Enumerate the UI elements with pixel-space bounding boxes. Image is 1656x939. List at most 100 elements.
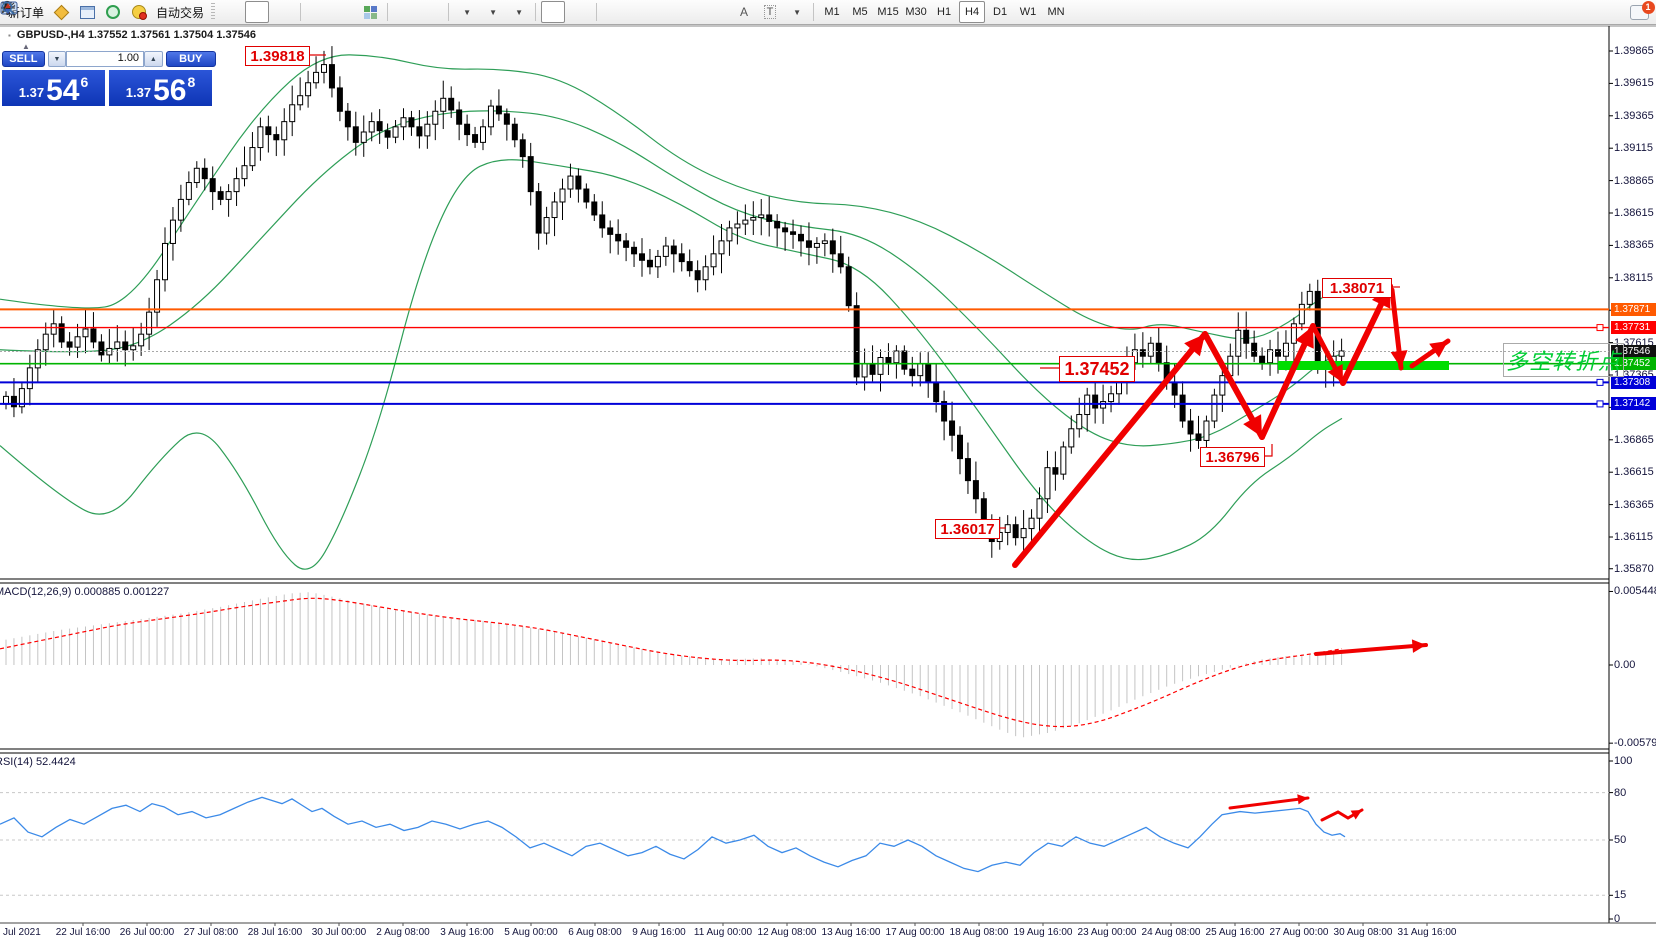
templates-button[interactable]: ▼ bbox=[0, 1, 530, 23]
zoom-in-button[interactable] bbox=[1, 0, 330, 23]
buy-price-small: 1.37 bbox=[125, 85, 152, 100]
data-window-icon bbox=[79, 5, 95, 19]
arrows-tool-button[interactable]: ▼ bbox=[5, 1, 808, 23]
volume-input[interactable]: 1.00 bbox=[66, 51, 145, 67]
trade-panel-collapse-arrow[interactable]: ▲ bbox=[22, 42, 30, 51]
tile-windows-button[interactable] bbox=[358, 1, 382, 23]
axis-price-flag: 1.37731 bbox=[1611, 321, 1656, 335]
line-chart-button[interactable] bbox=[1, 1, 295, 23]
price-flag[interactable]: 1.36796 bbox=[1200, 447, 1265, 467]
autotrade-label[interactable]: 自动交易 bbox=[156, 5, 205, 20]
search-button[interactable] bbox=[1, 1, 1625, 23]
time-axis-label: 23 Aug 00:00 bbox=[1077, 927, 1137, 938]
timeframe-m5[interactable]: M5 bbox=[852, 6, 868, 18]
time-axis-label: 2 Aug 08:00 bbox=[376, 927, 430, 938]
annotation-arrow bbox=[1228, 796, 1310, 810]
symbol-ohlc: 1.37552 1.37561 1.37504 1.37546 bbox=[87, 29, 257, 41]
bollinger-upper bbox=[0, 54, 1343, 340]
price-axis-tick: 1.39865 bbox=[1614, 45, 1654, 57]
volume-increase-button[interactable]: ▲ bbox=[144, 51, 163, 67]
timeframe-d1[interactable]: D1 bbox=[993, 6, 1008, 18]
toolbar-separator bbox=[448, 3, 450, 21]
buy-price-display[interactable]: 1.37 56 8 bbox=[109, 70, 212, 106]
time-axis-label: 12 Aug 08:00 bbox=[757, 927, 817, 938]
market-watch-icon bbox=[53, 4, 69, 20]
symbol-info-line: ▪ GBPUSD-,H4 1.37552 1.37561 1.37504 1.3… bbox=[8, 29, 256, 41]
timeframe-m30[interactable]: M30 bbox=[905, 6, 927, 18]
bollinger-middle bbox=[0, 110, 1343, 447]
navigator-button[interactable] bbox=[101, 1, 125, 23]
price-flag[interactable]: 1.36017 bbox=[935, 519, 1000, 539]
price-axis-tick: 1.38865 bbox=[1614, 174, 1654, 187]
data-window-button[interactable] bbox=[75, 1, 99, 23]
timeframe-h4[interactable]: H4 bbox=[959, 1, 986, 23]
chart-shift-button[interactable] bbox=[2, 1, 443, 23]
vline-tool-button[interactable] bbox=[6, 1, 626, 23]
text-tool-button[interactable]: A bbox=[732, 1, 756, 23]
search-icon bbox=[1, 1, 15, 15]
strategy-tester-button[interactable] bbox=[2, 1, 417, 23]
sell-price-display[interactable]: 1.37 54 6 bbox=[2, 70, 105, 106]
price-axis-tick: 1.36865 bbox=[1614, 433, 1654, 446]
time-axis-label: 28 Jul 16:00 bbox=[247, 927, 303, 938]
toolbar-separator bbox=[596, 3, 598, 21]
timeframe-mn[interactable]: MN bbox=[1047, 6, 1065, 18]
price-flag[interactable]: 1.38071 bbox=[1322, 278, 1392, 298]
one-click-trading-panel: SELL ▼ 1.00 ▲ BUY 1.37 54 6 1.37 56 8 bbox=[2, 51, 217, 106]
price-axis-tick: 1.39365 bbox=[1614, 109, 1654, 122]
macd-indicator-label: MACD(12,26,9) 0.000885 0.001227 bbox=[0, 586, 170, 598]
sell-price-sup: 6 bbox=[80, 74, 89, 90]
toolbar-separator bbox=[387, 3, 389, 21]
timeframe-m1[interactable]: M1 bbox=[824, 6, 840, 18]
cursor-tool-button[interactable] bbox=[3, 1, 566, 23]
price-axis-tick: 1.38115 bbox=[1614, 271, 1653, 284]
add-indicator-button[interactable]: ▼ bbox=[2, 1, 478, 23]
price-axis-tick: 1.38615 bbox=[1614, 207, 1654, 219]
chat-button[interactable]: 1 bbox=[1627, 0, 1655, 23]
chevron-down-icon: ▼ bbox=[515, 7, 523, 17]
candlestick-chart-button[interactable] bbox=[1, 1, 270, 23]
volume-decrease-button[interactable]: ▼ bbox=[47, 51, 67, 67]
sell-button[interactable]: SELL bbox=[2, 51, 45, 67]
time-axis-label: 18 Aug 08:00 bbox=[949, 927, 1009, 938]
window-marker-icon: ▪ bbox=[8, 31, 11, 40]
timeframe-w1[interactable]: W1 bbox=[1019, 6, 1037, 18]
bar-chart-button[interactable] bbox=[2, 1, 243, 23]
timeframe-h1[interactable]: H1 bbox=[937, 6, 952, 18]
zoom-out-button[interactable] bbox=[1, 0, 356, 23]
chevron-down-icon: ▼ bbox=[489, 7, 497, 17]
symbol-name: GBPUSD-,H4 bbox=[16, 29, 85, 41]
time-axis-label: 30 Aug 08:00 bbox=[1333, 927, 1393, 938]
time-axis-label: 11 Aug 00:00 bbox=[693, 927, 753, 938]
label-tool-button[interactable]: T bbox=[758, 1, 782, 23]
turning-point-annotation[interactable]: 多空转折点 bbox=[1503, 343, 1625, 377]
timeframe-m15[interactable]: M15 bbox=[877, 6, 899, 18]
buy-button[interactable]: BUY bbox=[165, 51, 217, 67]
price-axis-tick: 1.39115 bbox=[1614, 142, 1653, 155]
buy-price-big: 56 bbox=[153, 74, 187, 107]
price-axis-tick: 1.36365 bbox=[1614, 498, 1654, 511]
crosshair-tool-button[interactable] bbox=[1, 1, 591, 23]
toolbar-separator bbox=[813, 3, 815, 21]
time-axis-label: 31 Aug 16:00 bbox=[1397, 927, 1457, 938]
time-axis-label: 17 Aug 00:00 bbox=[885, 927, 945, 938]
price-flag[interactable]: 1.39818 bbox=[245, 46, 310, 66]
trendline-tool-button[interactable] bbox=[1, 1, 678, 23]
svg-text:F: F bbox=[13, 11, 17, 16]
channel-tool-button[interactable]: E bbox=[1, 1, 704, 23]
fibonacci-tool-button[interactable]: F bbox=[2, 1, 730, 23]
toolbar-separator bbox=[300, 3, 302, 21]
autotrade-button[interactable] bbox=[127, 1, 151, 23]
macd-axis-tick: 0.005448 bbox=[1614, 585, 1656, 598]
market-watch-button[interactable] bbox=[49, 1, 73, 23]
time-axis-label: 13 Aug 16:00 bbox=[821, 927, 881, 938]
price-flag[interactable]: 1.37452 bbox=[1059, 356, 1135, 382]
macd-signal-line bbox=[0, 597, 1343, 728]
hline-tool-button[interactable] bbox=[1, 1, 652, 23]
sell-price-big: 54 bbox=[46, 74, 80, 107]
period-button[interactable]: ▼ bbox=[1, 1, 504, 23]
candlestick-series bbox=[3, 46, 1345, 558]
rsi-axis-tick: 0 bbox=[1614, 913, 1621, 925]
